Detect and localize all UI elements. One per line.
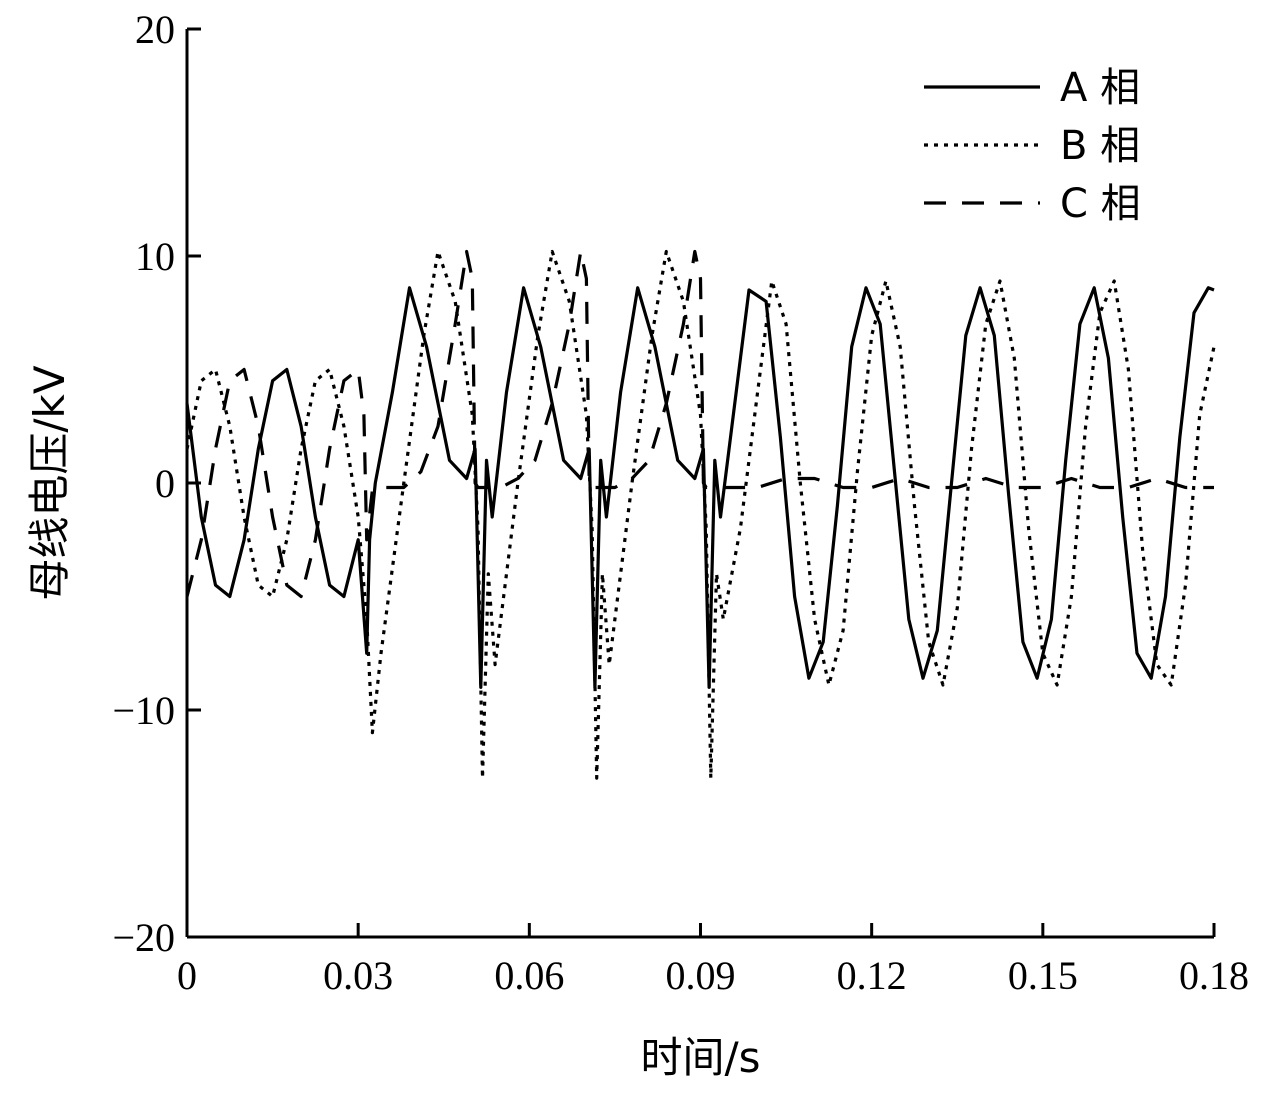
legend-label: C 相 <box>1060 181 1141 227</box>
y-tick-label: −10 <box>112 688 175 733</box>
x-tick-label: 0 <box>177 953 197 998</box>
y-ticks: −20 −10 0 10 20 <box>112 7 201 960</box>
y-tick-label: −20 <box>112 915 175 960</box>
series-line-c <box>185 249 1214 599</box>
x-tick-label: 0.03 <box>323 953 393 998</box>
x-tick-label: 0.15 <box>1008 953 1078 998</box>
y-tick-label: 10 <box>135 234 175 279</box>
legend-label: A 相 <box>1060 65 1140 111</box>
series-layer <box>185 249 1216 780</box>
legend: A 相 B 相 C 相 <box>924 65 1141 227</box>
y-tick-label: 20 <box>135 7 175 52</box>
x-tick-label: 0.18 <box>1179 953 1249 998</box>
x-tick-label: 0.12 <box>837 953 907 998</box>
legend-label: B 相 <box>1060 123 1140 169</box>
series-line-a <box>185 286 1215 689</box>
y-axis-title: 母线电压/kV <box>25 365 74 600</box>
x-ticks: 0 0.03 0.06 0.09 0.12 0.15 0.18 <box>177 923 1249 998</box>
series-line-b <box>185 249 1216 780</box>
axes: 0 0.03 0.06 0.09 0.12 0.15 0.18 −20 −10 0 10 20 <box>112 7 1249 998</box>
x-tick-label: 0.06 <box>494 953 564 998</box>
x-tick-label: 0.09 <box>666 953 736 998</box>
y-tick-label: 0 <box>155 461 175 506</box>
x-axis-title: 时间/s <box>640 1033 760 1082</box>
